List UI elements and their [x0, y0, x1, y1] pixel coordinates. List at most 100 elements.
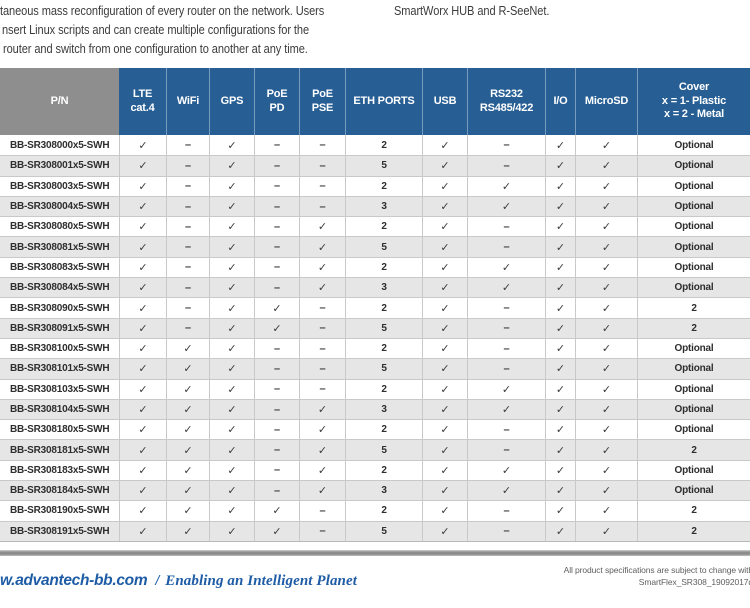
cell-value: 3 — [345, 278, 422, 298]
check-mark: ✓ — [254, 521, 299, 541]
dash-mark: – — [299, 156, 345, 176]
part-number: BB-SR308084x5-SWH — [10, 282, 110, 294]
product-spec-table: P/N LTE cat.4 WiFi GPS PoE PD PoE PSE ETH PORTS US… — [0, 68, 750, 542]
check-mark: ✓ — [299, 237, 345, 257]
check-mark: ✓ — [545, 257, 575, 278]
check-mark: ✓ — [209, 257, 254, 278]
intro-text-line: SmartWorx HUB and R-SeeNet. — [394, 3, 550, 18]
check-mark: ✓ — [575, 257, 637, 278]
dash-mark: – — [254, 440, 299, 460]
table-row: BB-SR308083x5-SWH ✓ – ✓ – ✓ 2 ✓ ✓ ✓ ✓ Optional — [0, 256, 750, 278]
part-number: BB-SR308183x5-SWH — [10, 464, 110, 476]
check-mark: ✓ — [575, 217, 637, 237]
check-mark: ✓ — [209, 156, 254, 176]
check-mark: ✓ — [209, 521, 254, 541]
dash-mark: – — [467, 501, 545, 521]
column-header-eth-ports: ETH PORTS — [345, 68, 422, 135]
check-mark: ✓ — [422, 521, 467, 541]
dash-mark: – — [299, 196, 345, 217]
check-mark: ✓ — [545, 379, 575, 399]
intro-paragraph-right: SmartWorx HUB and R-SeeNet. — [394, 1, 577, 20]
cell-value: 2 — [345, 217, 422, 237]
dash-mark: – — [254, 135, 299, 156]
check-mark: ✓ — [575, 135, 637, 156]
check-mark: ✓ — [209, 440, 254, 460]
check-mark: ✓ — [422, 460, 467, 481]
cell-value: 2 — [345, 420, 422, 440]
cell-value: 2 — [637, 298, 750, 318]
check-mark: ✓ — [119, 460, 166, 481]
check-mark: ✓ — [575, 440, 637, 460]
part-number: BB-SR308190x5-SWH — [10, 505, 110, 517]
cell-value: 5 — [345, 237, 422, 257]
check-mark: ✓ — [545, 399, 575, 420]
part-number: BB-SR308083x5-SWH — [10, 261, 110, 273]
dash-mark: – — [299, 379, 345, 399]
dash-mark: – — [299, 521, 345, 541]
check-mark: ✓ — [467, 460, 545, 481]
check-mark: ✓ — [166, 420, 209, 440]
dash-mark: – — [254, 460, 299, 481]
check-mark: ✓ — [545, 440, 575, 460]
document-code: SmartFlex_SR308_19092017d — [638, 576, 750, 587]
check-mark: ✓ — [467, 257, 545, 278]
check-mark: ✓ — [467, 176, 545, 196]
cell-value: 2 — [345, 135, 422, 156]
check-mark: ✓ — [209, 481, 254, 501]
table-row: BB-SR308000x5-SWH ✓ – ✓ – –2 ✓ – ✓ ✓ Optional — [0, 135, 750, 156]
cell-value: Optional — [637, 135, 750, 156]
check-mark: ✓ — [545, 481, 575, 501]
dash-mark: – — [299, 318, 345, 338]
intro-paragraph-left: taneous mass reconfiguration of every ro… — [0, 1, 381, 58]
table-row: BB-SR308091x5-SWH ✓ – ✓ ✓ –5 ✓ – ✓ ✓ 2 — [0, 317, 750, 338]
check-mark: ✓ — [209, 501, 254, 521]
check-mark: ✓ — [119, 318, 166, 338]
column-header-usb: USB — [422, 68, 467, 135]
check-mark: ✓ — [119, 481, 166, 501]
table-header-row: P/N LTE cat.4 WiFi GPS PoE PD PoE PSE ETH PORTS US… — [0, 68, 750, 135]
part-number: BB-SR308180x5-SWH — [10, 424, 110, 436]
check-mark: ✓ — [422, 501, 467, 521]
cell-value: 2 — [637, 318, 750, 338]
cell-value: 2 — [345, 338, 422, 359]
check-mark: ✓ — [467, 379, 545, 399]
check-mark: ✓ — [119, 420, 166, 440]
check-mark: ✓ — [119, 257, 166, 278]
part-number: BB-SR308090x5-SWH — [10, 302, 110, 314]
cell-value: Optional — [637, 460, 750, 481]
table-row: BB-SR308001x5-SWH ✓ – ✓ – –5 ✓ – ✓ ✓ Optional — [0, 155, 750, 176]
part-number: BB-SR308001x5-SWH — [10, 160, 110, 172]
website-link[interactable]: w.advantech-bb.com — [0, 572, 148, 589]
dash-mark: – — [254, 176, 299, 196]
dash-mark: – — [254, 237, 299, 257]
check-mark: ✓ — [119, 399, 166, 420]
dash-mark: – — [166, 135, 209, 156]
check-mark: ✓ — [209, 359, 254, 379]
cell-value: 2 — [345, 298, 422, 318]
table-row: BB-SR308090x5-SWH ✓ – ✓ ✓ –2 ✓ – ✓ ✓ 2 — [0, 297, 750, 318]
check-mark: ✓ — [422, 278, 467, 298]
check-mark: ✓ — [119, 501, 166, 521]
part-number: BB-SR308191x5-SWH — [10, 525, 110, 537]
check-mark: ✓ — [422, 176, 467, 196]
dash-mark: – — [299, 338, 345, 359]
intro-text-line: nsert Linux scripts and can create multi… — [2, 22, 310, 37]
cell-value: 5 — [345, 359, 422, 379]
check-mark: ✓ — [575, 521, 637, 541]
cell-value: Optional — [637, 420, 750, 440]
check-mark: ✓ — [422, 257, 467, 278]
check-mark: ✓ — [467, 278, 545, 298]
check-mark: ✓ — [545, 176, 575, 196]
check-mark: ✓ — [575, 196, 637, 217]
disclaimer-line: All product specifications are subject t… — [563, 565, 750, 575]
check-mark: ✓ — [467, 481, 545, 501]
cell-value: Optional — [637, 379, 750, 399]
brand-separator: / — [155, 572, 160, 588]
check-mark: ✓ — [209, 399, 254, 420]
column-header-io: I/O — [545, 68, 575, 135]
dash-mark: – — [166, 176, 209, 196]
intro-text-line: taneous mass reconfiguration of every ro… — [0, 3, 325, 18]
cell-value: 2 — [345, 176, 422, 196]
check-mark: ✓ — [119, 176, 166, 196]
check-mark: ✓ — [119, 359, 166, 379]
